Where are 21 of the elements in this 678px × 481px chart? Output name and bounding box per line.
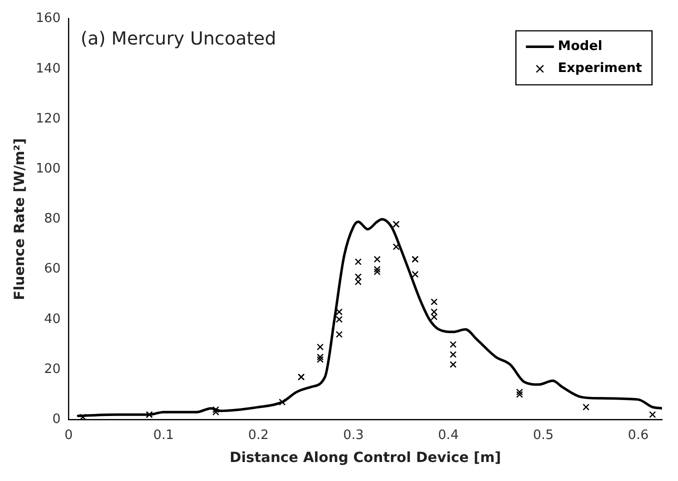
x-tick-label: 0.3 [343, 428, 364, 443]
annotation: (a) Mercury Uncoated [80, 28, 276, 50]
y-tick-label: 80 [44, 212, 61, 227]
y-axis-title: Fluence Rate [W/m²] [12, 138, 28, 300]
y-tick-label: 120 [36, 111, 61, 126]
x-axis-title: Distance Along Control Device [m] [230, 450, 502, 466]
y-tick-label: 40 [44, 312, 61, 327]
x-tick-label: 0.4 [438, 428, 459, 443]
y-tick-label: 100 [36, 161, 61, 176]
legend-label: Experiment [558, 61, 642, 76]
y-tick-label: 160 [36, 11, 61, 26]
x-tick-label: 0.5 [532, 428, 554, 443]
legend-label: Model [558, 39, 602, 54]
y-tick-label: 140 [36, 61, 61, 76]
x-tick-label: 0.2 [248, 428, 269, 443]
y-tick-label: 60 [44, 262, 61, 277]
x-tick-label: 0.1 [153, 428, 174, 443]
y-tick-label: 0 [52, 412, 61, 427]
x-tick-label: 0 [64, 428, 73, 443]
x-tick-label: 0.6 [628, 428, 649, 443]
y-tick-label: 20 [44, 362, 61, 377]
